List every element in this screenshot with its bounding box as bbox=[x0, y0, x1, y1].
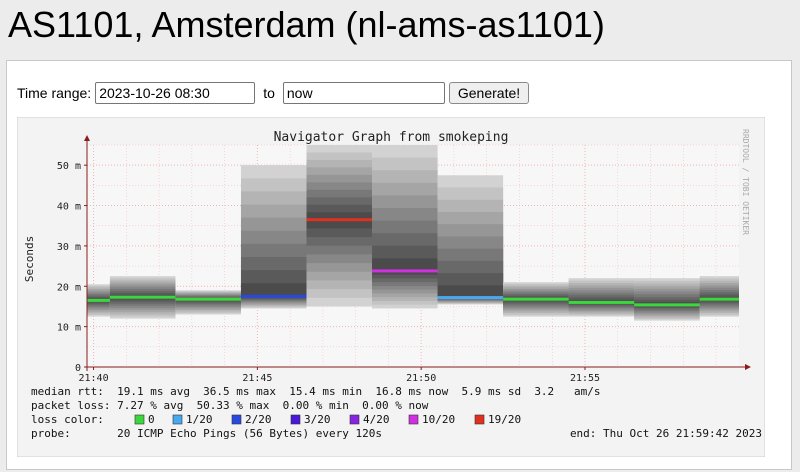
smoke-interval bbox=[306, 145, 373, 307]
median-lines bbox=[87, 218, 739, 307]
median-line bbox=[372, 269, 438, 273]
median-line bbox=[109, 295, 176, 299]
smoke-interval bbox=[699, 276, 739, 317]
smoke-interval bbox=[568, 278, 635, 317]
loss-color-item: 3/20 bbox=[290, 413, 331, 426]
smoke-interval bbox=[372, 145, 438, 309]
page-title: AS1101, Amsterdam (nl-ams-as1101) bbox=[8, 4, 605, 45]
loss-color-item-label: 2/20 bbox=[245, 413, 272, 426]
time-range-form: Time range: to Generate! bbox=[17, 81, 530, 105]
x-tick-labels: 21:40 21:45 21:50 21:55 bbox=[78, 373, 600, 384]
smoke-interval bbox=[437, 175, 504, 305]
to-label: to bbox=[263, 85, 275, 101]
smoke-interval bbox=[634, 278, 700, 321]
smoke-band bbox=[240, 283, 307, 298]
smoke-interval bbox=[175, 290, 241, 315]
median-line bbox=[437, 296, 504, 300]
median-line bbox=[240, 294, 307, 298]
navigator-graph: Navigator Graph from smokeping RRDTOOL /… bbox=[17, 117, 765, 457]
loss-color-item: 4/20 bbox=[349, 413, 390, 426]
loss-color-swatch bbox=[349, 414, 360, 425]
end-time: end: Thu Oct 26 21:59:42 2023 bbox=[570, 427, 762, 440]
legend: median rtt: 19.1 ms avg 36.5 ms max 15.4… bbox=[31, 385, 762, 440]
y-tick-label: 10 m bbox=[57, 323, 81, 334]
x-tick-label: 21:55 bbox=[570, 373, 600, 384]
axes bbox=[84, 135, 751, 371]
smoke-bands bbox=[87, 145, 739, 321]
loss-color-swatch bbox=[408, 414, 419, 425]
loss-color-item: 19/20 bbox=[474, 413, 521, 426]
y-tick-label: 0 bbox=[75, 363, 81, 374]
loss-color-legend: 0 1/20 2/20 3/20 4/20 10/20 19/20 bbox=[134, 413, 521, 426]
loss-color-item-label: 3/20 bbox=[304, 413, 331, 426]
loss-color-item: 1/20 bbox=[172, 413, 213, 426]
median-line bbox=[87, 298, 110, 302]
loss-color-item: 2/20 bbox=[231, 413, 272, 426]
x-tick-label: 21:45 bbox=[242, 373, 272, 384]
smoke-interval bbox=[240, 165, 307, 309]
loss-color-item-label: 4/20 bbox=[363, 413, 390, 426]
start-time-input[interactable] bbox=[95, 82, 256, 104]
median-line bbox=[634, 303, 700, 307]
y-tick-label: 50 m bbox=[57, 161, 81, 172]
probe-info: probe: 20 ICMP Echo Pings (56 Bytes) eve… bbox=[31, 427, 382, 440]
loss-color-swatch bbox=[474, 414, 485, 425]
loss-color-item-label: 1/20 bbox=[186, 413, 213, 426]
loss-color-item: 10/20 bbox=[408, 413, 455, 426]
median-line bbox=[503, 297, 569, 301]
y-tick-labels: 0 10 m 20 m 30 m 40 m 50 m bbox=[57, 161, 81, 374]
graph-panel: Time range: to Generate! Navigator Graph… bbox=[6, 60, 792, 470]
smoke-band bbox=[437, 285, 504, 299]
rrdtool-watermark: RRDTOOL / TOBI OETIKER bbox=[741, 129, 750, 235]
median-line bbox=[699, 297, 739, 301]
y-tick-label: 40 m bbox=[57, 202, 81, 213]
time-range-label: Time range: bbox=[17, 85, 92, 101]
packet-loss-stats: packet loss: 7.27 % avg 50.33 % max 0.00… bbox=[31, 399, 429, 412]
x-tick-label: 21:40 bbox=[78, 373, 108, 384]
y-axis-arrow bbox=[84, 135, 90, 141]
loss-color-item: 0 bbox=[134, 413, 155, 426]
loss-color-swatch bbox=[231, 414, 242, 425]
y-axis-label: Seconds bbox=[23, 236, 36, 282]
loss-color-swatch bbox=[172, 414, 183, 425]
generate-button[interactable]: Generate! bbox=[448, 82, 530, 104]
median-line bbox=[568, 300, 635, 304]
loss-color-swatch bbox=[290, 414, 301, 425]
end-time-input[interactable] bbox=[282, 82, 445, 104]
loss-color-swatch bbox=[134, 414, 145, 425]
median-rtt-stats: median rtt: 19.1 ms avg 36.5 ms max 15.4… bbox=[31, 385, 601, 398]
median-line bbox=[306, 218, 373, 222]
x-tick-label: 21:50 bbox=[406, 373, 436, 384]
y-tick-label: 20 m bbox=[57, 282, 81, 293]
loss-color-label: loss color: bbox=[31, 413, 104, 426]
y-tick-label: 30 m bbox=[57, 242, 81, 253]
graph-title: Navigator Graph from smokeping bbox=[274, 130, 509, 145]
loss-color-item-label: 10/20 bbox=[422, 413, 455, 426]
x-axis-arrow bbox=[745, 364, 751, 370]
median-line bbox=[175, 297, 241, 301]
loss-color-item-label: 19/20 bbox=[488, 413, 521, 426]
loss-color-item-label: 0 bbox=[148, 413, 155, 426]
